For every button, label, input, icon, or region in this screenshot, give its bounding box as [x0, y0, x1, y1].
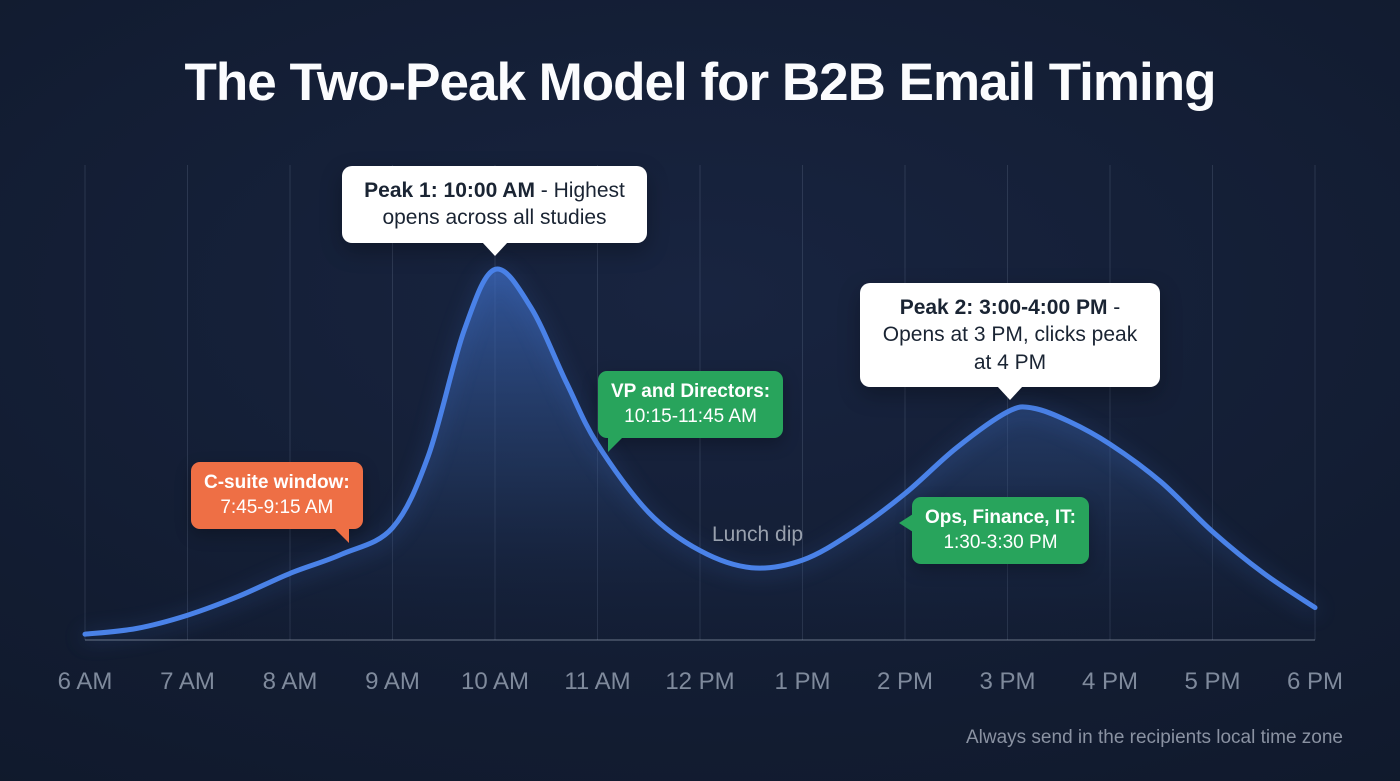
callout-csuite-window: C-suite window: 7:45-9:15 AM	[191, 462, 363, 544]
lunch-dip-label: Lunch dip	[712, 523, 804, 546]
callout-peak1: Peak 1: 10:00 AM - Highest opens across …	[342, 166, 647, 243]
x-axis-label: 5 PM	[1184, 668, 1240, 695]
page-title: The Two-Peak Model for B2B Email Timing	[184, 53, 1217, 112]
callout-ops-finance-it: Ops, Finance, IT: 1:30-3:30 PM	[899, 497, 1089, 565]
callout-peak2-rest: -	[1107, 296, 1121, 319]
x-axis-labels: 6 AM 7 AM 8 AM 9 AM 10 AM 11 AM 12 PM 1 PM 2 PM 3…	[58, 668, 1343, 695]
x-axis-label: 6 AM	[58, 668, 113, 695]
callout-peak1-bold: Peak 1: 10:00 AM	[364, 179, 535, 202]
x-axis-label: 12 PM	[665, 668, 734, 695]
callout-peak1-rest: - Highest	[534, 179, 625, 202]
x-axis-label: 9 AM	[365, 668, 420, 695]
callout-vp-title: VP and Directors:	[611, 381, 771, 402]
x-axis-label: 10 AM	[461, 668, 529, 695]
footnote-timezone-note: Always send in the recipients local time…	[965, 727, 1343, 748]
callout-ops-title: Ops, Finance, IT:	[925, 507, 1076, 528]
x-axis-label: 6 PM	[1287, 668, 1343, 695]
callout-csuite-range: 7:45-9:15 AM	[220, 496, 334, 518]
callout-peak2-line3: at 4 PM	[973, 350, 1047, 374]
line-path	[82, 266, 1318, 637]
callout-peak2-line2: Opens at 3 PM, clicks peak	[882, 323, 1138, 347]
x-axis-label: 1 PM	[774, 668, 830, 695]
x-axis-label: 2 PM	[877, 668, 933, 695]
x-axis-label: 4 PM	[1082, 668, 1138, 695]
callout-ops-range: 1:30-3:30 PM	[943, 531, 1058, 553]
x-axis-label: 3 PM	[979, 668, 1035, 695]
x-axis-label: 7 AM	[160, 668, 215, 695]
callout-peak2-bold: Peak 2: 3:00-4:00 PM	[899, 296, 1108, 319]
x-axis-label: 11 AM	[564, 668, 630, 695]
callout-peak1-line1: Peak 1: 10:00 AM - Highest	[356, 177, 633, 204]
callout-csuite-title: C-suite window:	[204, 472, 350, 493]
callout-vp-range: 10:15-11:45 AM	[624, 405, 757, 427]
x-axis-label: 8 AM	[263, 668, 318, 695]
callout-vp-directors: VP and Directors: 10:15-11:45 AM	[598, 371, 784, 453]
callout-peak1-line2: opens across all studies	[382, 206, 607, 230]
callout-peak2-line1: Peak 2: 3:00-4:00 PM -	[874, 294, 1146, 321]
callout-peak2: Peak 2: 3:00-4:00 PM - Opens at 3 PM, cl…	[860, 283, 1160, 387]
